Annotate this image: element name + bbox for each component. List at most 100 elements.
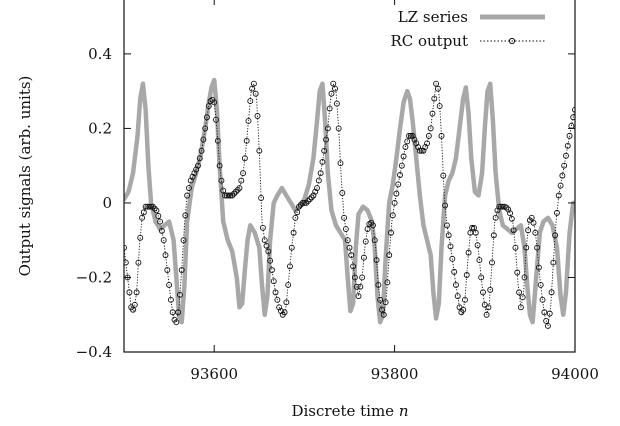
rc-marker (469, 224, 476, 231)
rc-marker (474, 242, 481, 249)
rc-marker (225, 192, 232, 199)
rc-marker (543, 318, 550, 324)
rc-marker (386, 252, 393, 259)
rc-marker (285, 281, 292, 288)
legend-label-lz: LZ series (398, 8, 468, 26)
rc-marker (476, 257, 483, 264)
y-axis-label: Output signals (arb. units) (16, 76, 34, 277)
rc-marker (287, 263, 293, 270)
rc-marker (292, 214, 299, 221)
rc-marker (429, 110, 436, 117)
rc-marker (397, 172, 403, 178)
rc-marker (281, 309, 288, 316)
rc-marker (398, 162, 405, 169)
rc-marker (254, 113, 261, 119)
rc-marker (135, 259, 142, 266)
rc-marker (162, 252, 169, 259)
rc-marker (151, 205, 158, 212)
rc-marker (371, 237, 378, 244)
rc-marker (296, 203, 302, 210)
y-tick-label: 0.4 (88, 45, 112, 63)
rc-marker (200, 136, 207, 143)
rc-marker (418, 147, 425, 154)
rc-marker (130, 306, 136, 313)
rc-marker (440, 172, 447, 179)
series-line-lz (124, 77, 575, 325)
rc-marker (323, 136, 329, 143)
rc-marker (373, 257, 380, 264)
rc-marker (166, 281, 173, 288)
rc-marker (259, 224, 266, 231)
rc-marker (485, 304, 492, 311)
rc-marker (388, 229, 394, 236)
rc-marker (487, 286, 494, 293)
rc-marker (124, 259, 129, 266)
rc-marker (519, 294, 526, 301)
rc-marker (362, 238, 369, 245)
rc-marker (407, 132, 414, 139)
rc-marker (314, 185, 320, 191)
rc-marker (389, 212, 396, 219)
rc-marker (548, 289, 555, 296)
rc-marker (198, 147, 205, 154)
rc-marker (530, 219, 537, 226)
plot-area-frame (123, 0, 576, 353)
rc-marker (139, 214, 145, 221)
rc-marker (326, 105, 333, 112)
rc-marker (480, 289, 486, 296)
rc-marker (508, 215, 515, 222)
rc-marker (241, 155, 248, 162)
rc-marker (250, 80, 257, 87)
legend: LZ series RC output (390, 8, 545, 50)
y-tick-label: −0.2 (76, 268, 112, 286)
rc-marker (561, 162, 568, 169)
rc-marker (216, 162, 223, 169)
rc-marker (178, 267, 185, 273)
rc-marker (202, 125, 209, 132)
rc-marker (404, 138, 411, 145)
rc-marker (443, 222, 450, 229)
rc-marker (460, 306, 467, 313)
rc-marker (182, 212, 189, 219)
rc-marker (283, 299, 290, 306)
rc-marker (229, 192, 236, 199)
rc-marker (498, 203, 504, 210)
rc-marker (245, 118, 252, 124)
rc-marker (382, 299, 389, 306)
rc-marker (185, 185, 192, 191)
rc-marker (471, 224, 477, 231)
rc-marker (153, 207, 160, 214)
rc-marker (305, 198, 311, 205)
rc-marker (167, 296, 174, 303)
rc-marker (451, 268, 458, 275)
rc-marker (324, 125, 331, 132)
rc-marker (131, 301, 138, 308)
rc-marker (184, 192, 191, 199)
rc-marker (393, 190, 400, 197)
rc-marker (442, 202, 449, 209)
rc-marker (564, 142, 571, 149)
rc-marker (503, 204, 510, 211)
rc-marker (243, 137, 250, 144)
rc-marker (173, 319, 180, 326)
rc-marker (240, 170, 247, 177)
rc-marker (270, 278, 277, 285)
rc-marker (195, 162, 201, 169)
rc-marker (213, 116, 219, 123)
rc-marker (319, 159, 326, 165)
rc-marker (546, 310, 553, 317)
rc-marker (146, 203, 153, 210)
x-tick-label: 93600 (190, 365, 238, 383)
rc-marker (175, 309, 182, 316)
rc-marker (445, 232, 452, 239)
rc-marker (355, 293, 362, 300)
rc-marker (337, 160, 344, 167)
rc-marker (456, 304, 463, 311)
rc-marker (462, 296, 468, 303)
rc-marker (525, 227, 532, 234)
rc-marker (299, 199, 306, 206)
rc-marker (359, 274, 366, 281)
rc-marker (516, 289, 523, 296)
